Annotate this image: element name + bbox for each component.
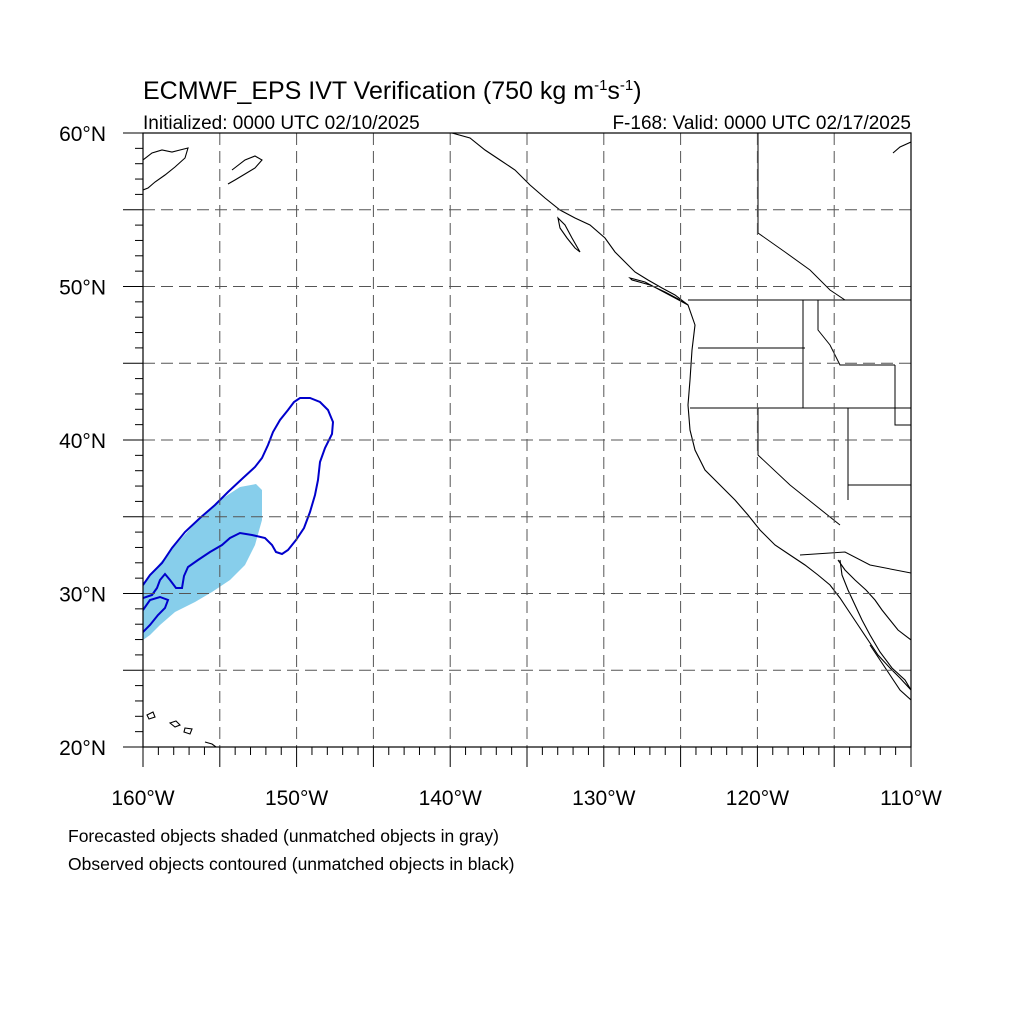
init-time-label: Initialized: 0000 UTC 02/10/2025 bbox=[143, 113, 420, 134]
coastlines bbox=[143, 133, 911, 747]
lon-label: 120°W bbox=[726, 787, 789, 810]
lon-label: 160°W bbox=[111, 787, 174, 810]
lat-label: 30°N bbox=[59, 584, 106, 607]
observed-object-contour bbox=[143, 397, 335, 599]
plot-border bbox=[142, 132, 912, 748]
longitude-labels: 160°W 150°W 140°W 130°W 120°W 110°W bbox=[111, 787, 942, 810]
lon-label: 130°W bbox=[572, 787, 635, 810]
observed-object-contour-lower bbox=[143, 595, 170, 633]
map-title: ECMWF_EPS IVT Verification (750 kg m-1s-… bbox=[143, 77, 642, 105]
gridlines bbox=[143, 133, 911, 747]
lon-label: 150°W bbox=[265, 787, 328, 810]
latitude-labels: 60°N 50°N 40°N 30°N 20°N bbox=[59, 123, 106, 760]
forecast-object-shade bbox=[143, 484, 262, 640]
lat-label: 40°N bbox=[59, 430, 106, 453]
lat-label: 60°N bbox=[59, 123, 106, 146]
lat-label: 20°N bbox=[59, 737, 106, 760]
valid-time-label: F-168: Valid: 0000 UTC 02/17/2025 bbox=[612, 113, 911, 134]
political-boundaries bbox=[688, 133, 911, 574]
lat-label: 50°N bbox=[59, 277, 106, 300]
lon-label: 110°W bbox=[880, 787, 942, 810]
lon-label: 140°W bbox=[419, 787, 482, 810]
caption-forecast: Forecasted objects shaded (unmatched obj… bbox=[68, 826, 499, 846]
caption-observed: Observed objects contoured (unmatched ob… bbox=[68, 854, 515, 874]
axis-ticks bbox=[123, 132, 912, 767]
